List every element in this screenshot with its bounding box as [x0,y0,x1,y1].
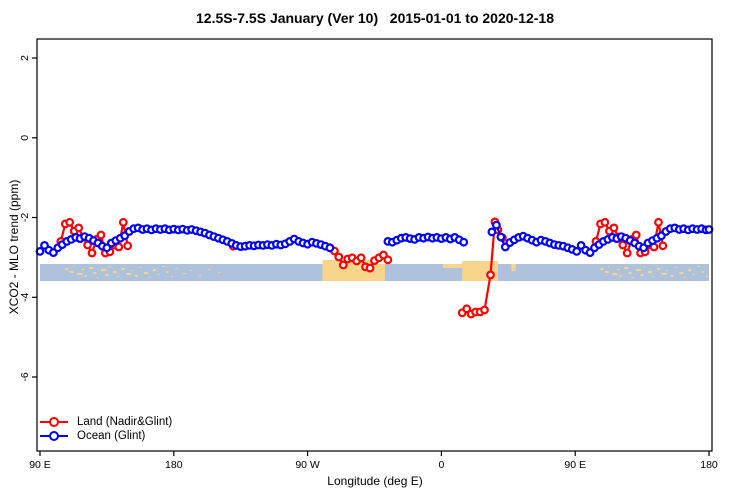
ocean-series-marker-icon [40,430,68,442]
legend-item-ocean: Ocean (Glint) [40,429,172,443]
y-tick-label: -2 [19,213,31,222]
legend: Land (Nadir&Glint) Ocean (Glint) [40,415,172,443]
map-land-patch [511,264,516,271]
y-tick-label: -6 [19,372,31,381]
x-tick-label: 90 E [564,459,586,471]
x-tick-label: 90 W [295,459,320,471]
map-land-patch [442,264,463,268]
x-axis-ticks: 90 E 180 90 W 0 90 E 180 [29,451,718,471]
map-band [40,260,709,281]
y-tick-label: 0 [19,135,31,141]
map-land-patch [376,264,385,281]
legend-label-ocean: Ocean (Glint) [77,430,146,442]
x-tick-label: 90 E [29,459,51,471]
plot-border [36,38,713,452]
y-tick-label: -4 [19,292,31,301]
x-tick-label: 180 [700,459,718,471]
y-axis-ticks: 2 0 -2 -4 -6 [19,55,37,382]
legend-item-land: Land (Nadir&Glint) [40,415,172,429]
chart-title: 12.5S-7.5S January (Ver 10) 2015-01-01 t… [196,10,554,26]
x-tick-label: 0 [438,459,444,471]
x-axis-label: Longitude (deg E) [327,474,423,488]
series-land [56,217,668,319]
legend-label-land: Land (Nadir&Glint) [77,416,173,428]
land-series-marker-icon [40,416,68,428]
y-tick-label: 2 [19,55,31,61]
x-tick-label: 180 [165,459,183,471]
